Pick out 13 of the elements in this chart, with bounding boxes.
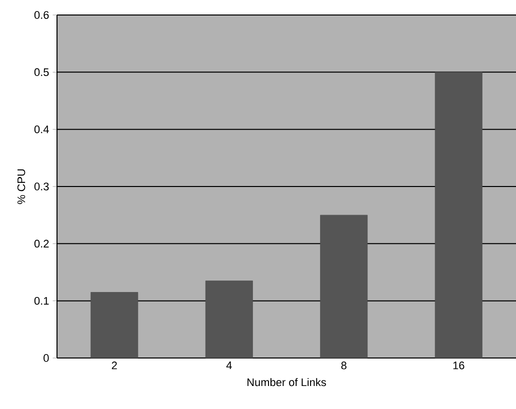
y-tick-label: 0.6: [34, 11, 49, 19]
y-tick-label: 0.1: [34, 296, 49, 305]
x-tick-label: 8: [341, 362, 346, 370]
x-tick-label: 4: [226, 362, 232, 370]
x-tick-label: 16: [453, 362, 464, 370]
y-tick-label: 0.2: [34, 240, 49, 248]
x-tick-label: 2: [112, 362, 117, 370]
y-tick-label: 0.4: [34, 125, 49, 134]
y-tick-label: 0: [44, 354, 49, 362]
y-tick-label: 0.5: [34, 68, 49, 76]
y-axis-title: % CPU: [17, 169, 26, 204]
x-axis-title: Number of Links: [248, 378, 326, 386]
y-tick-label: 0.3: [34, 182, 49, 190]
